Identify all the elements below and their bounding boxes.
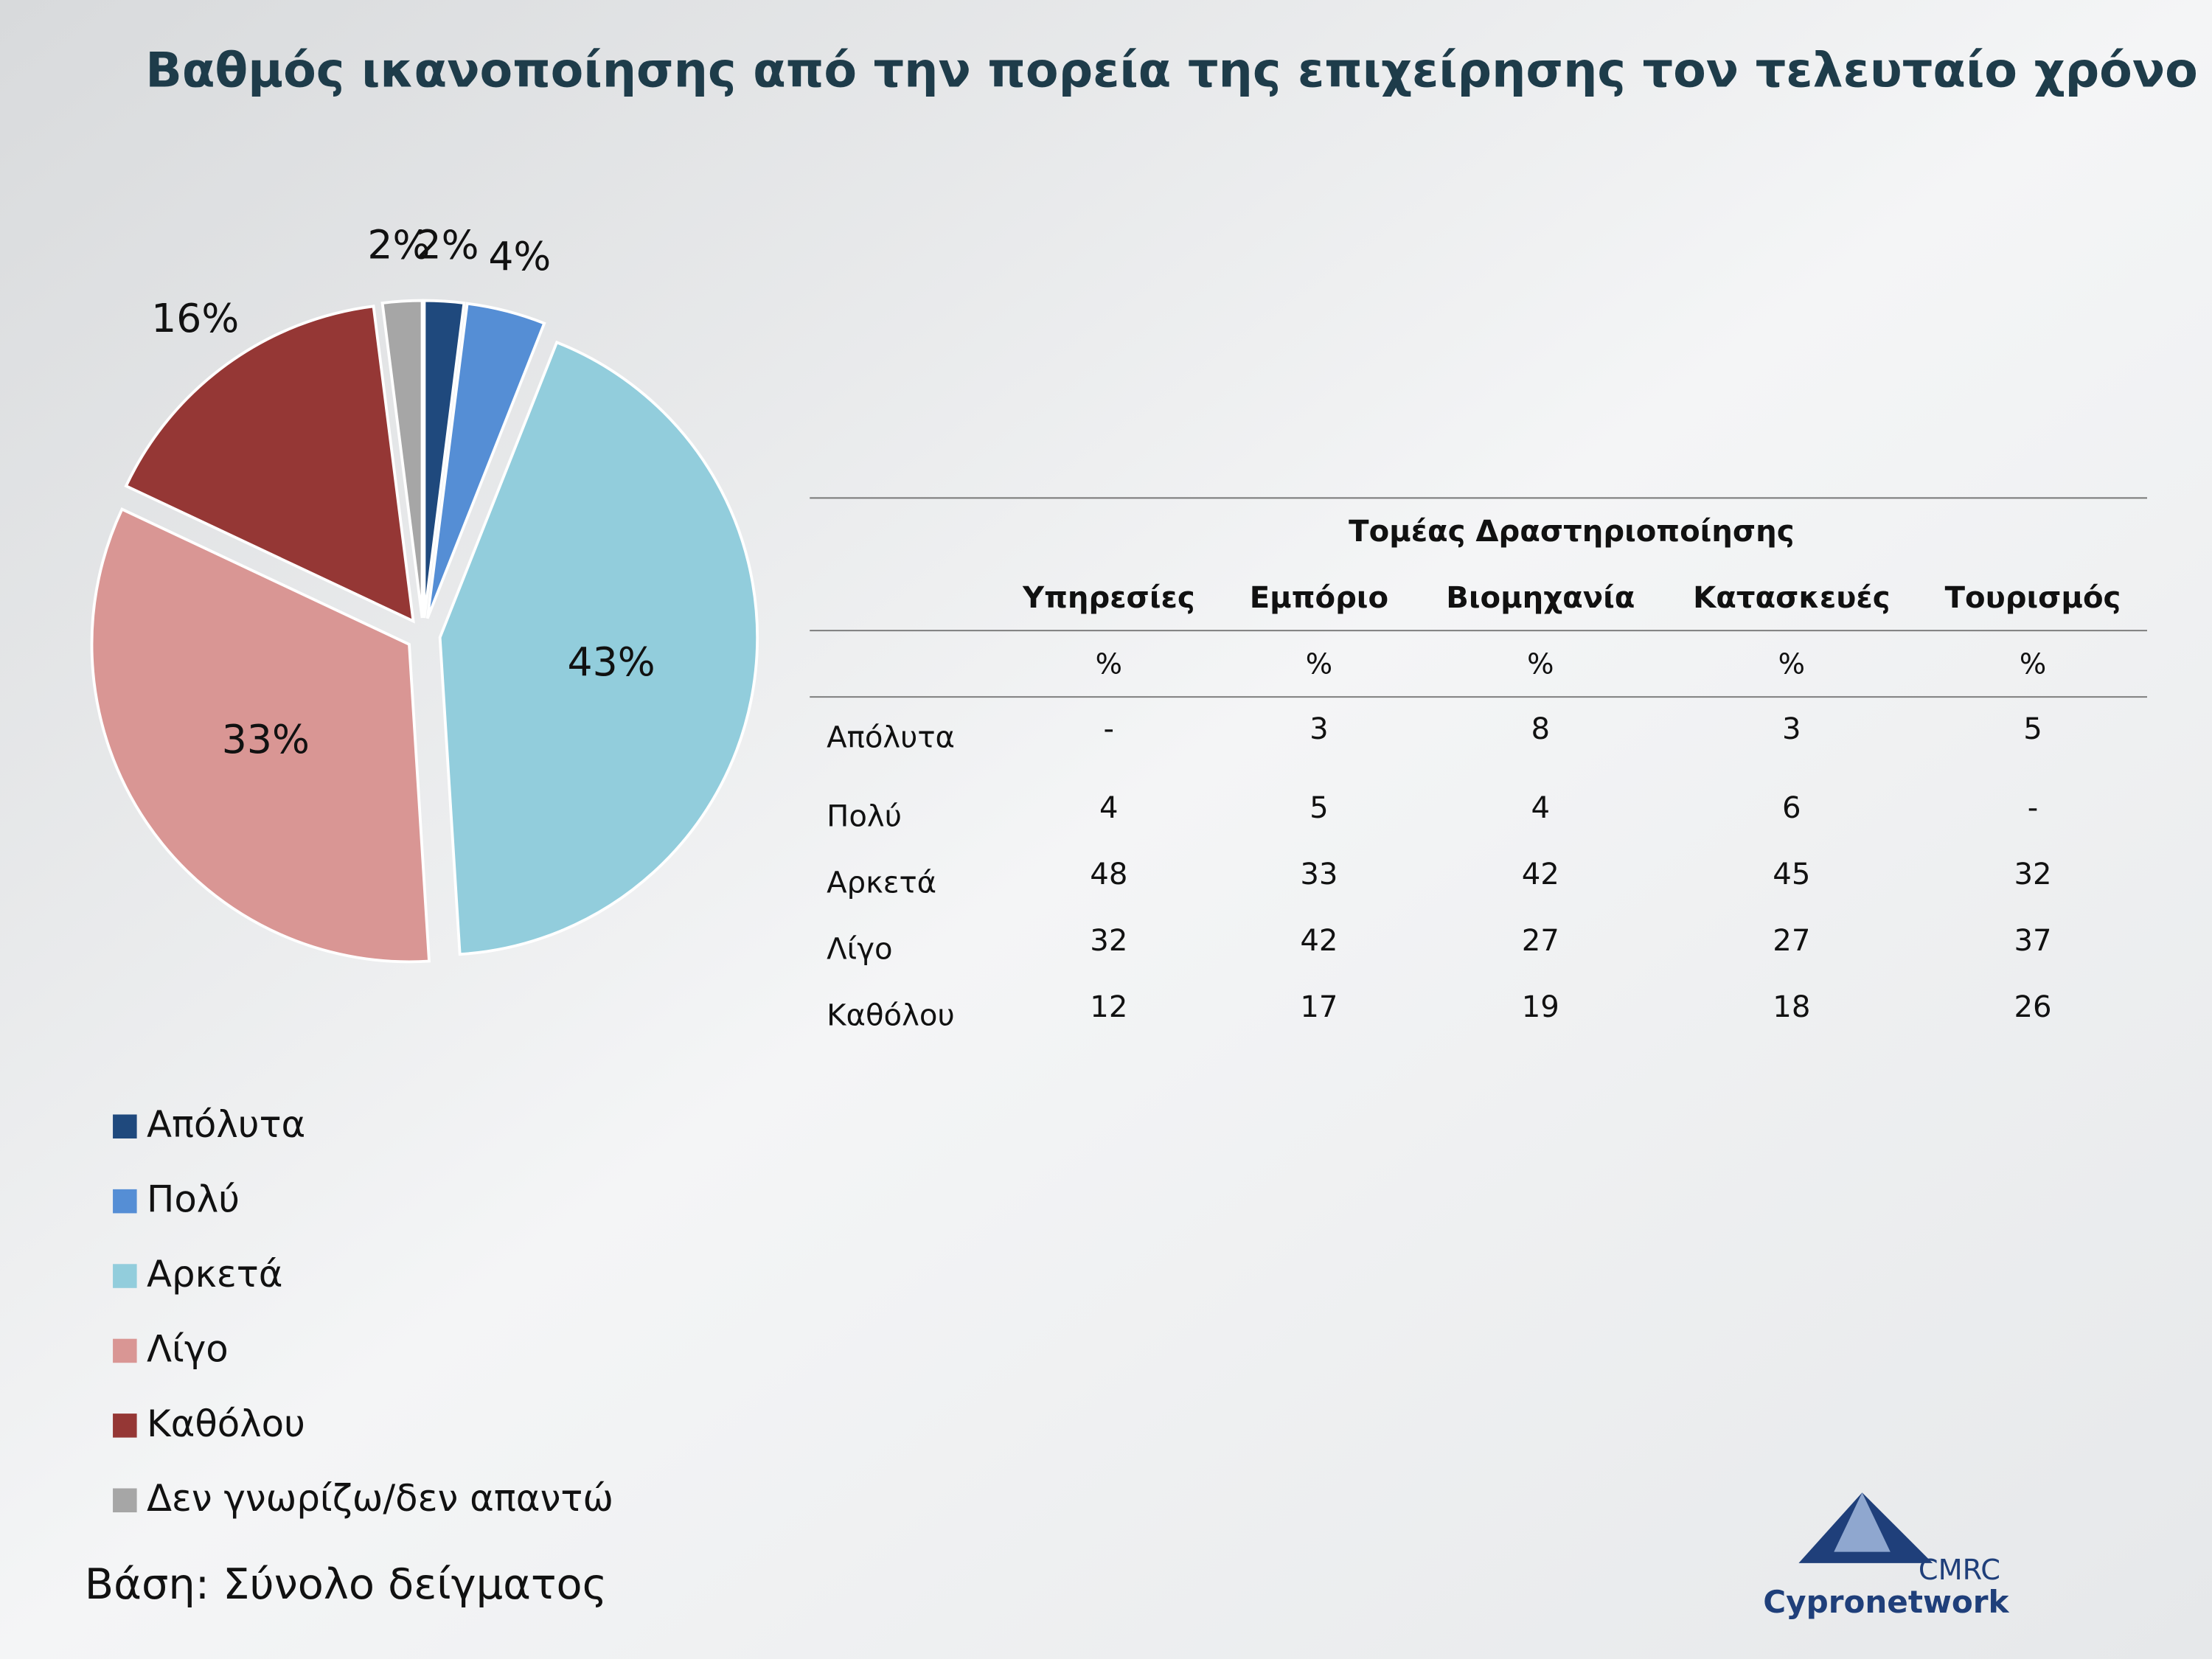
cell: 17 xyxy=(1300,990,1338,1024)
footer: Βάση: Σύνολο δείγματος xyxy=(85,1560,608,1609)
legend-swatch xyxy=(113,1338,137,1363)
slice-label: 43% xyxy=(568,639,655,685)
logo-bottom: Cypronetwork xyxy=(1763,1584,2009,1620)
cell: - xyxy=(1104,712,1115,746)
cell: 4 xyxy=(1099,791,1119,825)
column-header: Εμπόριο xyxy=(1250,581,1388,615)
legend-label: Αρκετά xyxy=(147,1253,283,1296)
cell: 5 xyxy=(2023,712,2042,746)
logo-top: CMRC xyxy=(1919,1554,2000,1587)
logo-shape xyxy=(1834,1492,1891,1552)
cell: 4 xyxy=(1531,791,1551,825)
legend-swatch xyxy=(113,1114,137,1139)
table: Τομέας Δραστηριοποίησης Υπηρεσίες% Εμπόρι… xyxy=(810,497,2147,1032)
cell: 27 xyxy=(1522,924,1559,958)
logo: CMRC Cypronetwork xyxy=(1763,1492,2010,1620)
cell: 48 xyxy=(1090,858,1127,891)
slice-label: 33% xyxy=(222,716,310,762)
cell: 27 xyxy=(1773,924,1810,958)
unit: % xyxy=(1306,648,1332,681)
legend-label: Καθόλου xyxy=(147,1402,305,1445)
row-label: Πολύ xyxy=(827,800,902,834)
pie-slice xyxy=(124,305,415,624)
row-label: Αρκετά xyxy=(827,866,936,900)
legend-label: Πολύ xyxy=(147,1178,240,1221)
pie-slice xyxy=(425,302,546,619)
legend-label: Απόλυτα xyxy=(147,1103,305,1146)
cell: 8 xyxy=(1531,712,1551,746)
cell: 18 xyxy=(1773,990,1810,1024)
unit: % xyxy=(2020,648,2046,681)
cell: 32 xyxy=(1090,924,1127,958)
cell: 42 xyxy=(1300,924,1338,958)
pie-slice xyxy=(380,299,424,619)
legend-swatch xyxy=(113,1189,137,1214)
cell: 19 xyxy=(1522,990,1559,1024)
cell: 12 xyxy=(1090,990,1127,1024)
cell: 3 xyxy=(1782,712,1801,746)
row-label: Καθόλου xyxy=(827,998,955,1032)
cell: 5 xyxy=(1310,791,1329,825)
legend-swatch xyxy=(113,1488,137,1513)
legend-label: Δεν γνωρίζω/δεν απαντώ xyxy=(147,1477,613,1520)
cell: 33 xyxy=(1300,858,1338,891)
column-header: Τουρισμός xyxy=(1945,581,2121,615)
legend-swatch xyxy=(113,1414,137,1438)
column-header: Υπηρεσίες xyxy=(1022,581,1195,615)
cell: 32 xyxy=(2014,858,2051,891)
slice-label: 4% xyxy=(488,233,551,279)
cell: - xyxy=(2028,791,2039,825)
slice-label: 16% xyxy=(151,295,239,341)
cell: 45 xyxy=(1773,858,1810,891)
pie-slice xyxy=(422,299,466,619)
group-header: Τομέας Δραστηριοποίησης xyxy=(1349,515,1794,549)
cell: 3 xyxy=(1310,712,1329,746)
cell: 42 xyxy=(1522,858,1559,891)
pie-slice xyxy=(438,340,759,956)
legend-swatch xyxy=(113,1264,137,1288)
unit: % xyxy=(1778,648,1805,681)
cell: 26 xyxy=(2014,990,2051,1024)
row-label: Λίγο xyxy=(827,933,892,967)
cell: 37 xyxy=(2014,924,2051,958)
slice-label: 2% xyxy=(367,222,430,268)
cell: 6 xyxy=(1782,791,1801,825)
legend-label: Λίγο xyxy=(147,1327,229,1370)
unit: % xyxy=(1527,648,1554,681)
row-label: Απόλυτα xyxy=(827,721,955,755)
slice-label: 2% xyxy=(417,222,479,268)
pie-slice xyxy=(90,507,431,964)
unit: % xyxy=(1096,648,1122,681)
column-header: Κατασκευές xyxy=(1693,581,1890,615)
column-header: Βιομηχανία xyxy=(1446,581,1635,615)
title: Βαθμός ικανοποίησης από την πορεία της ε… xyxy=(145,44,2198,99)
